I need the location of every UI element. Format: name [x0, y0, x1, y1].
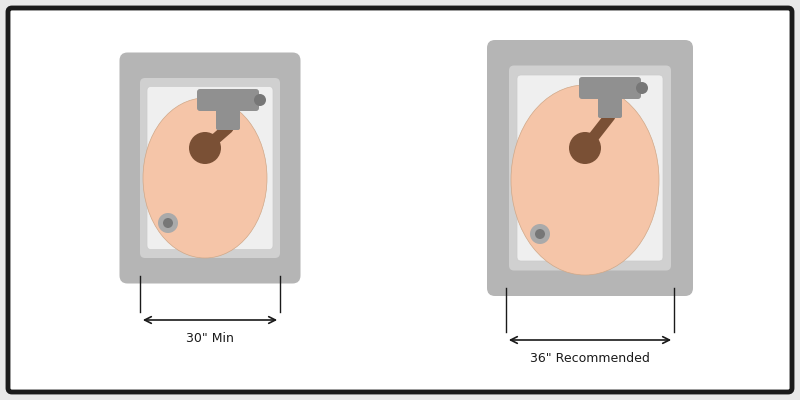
FancyBboxPatch shape — [8, 8, 792, 392]
Circle shape — [569, 132, 601, 164]
FancyBboxPatch shape — [487, 40, 693, 296]
Ellipse shape — [143, 98, 267, 258]
Circle shape — [535, 229, 545, 239]
FancyBboxPatch shape — [216, 104, 240, 130]
FancyBboxPatch shape — [579, 77, 641, 99]
Text: 36" Recommended: 36" Recommended — [525, 216, 645, 228]
Circle shape — [254, 94, 266, 106]
FancyBboxPatch shape — [197, 89, 259, 111]
Text: 36" Recommended: 36" Recommended — [530, 352, 650, 364]
Circle shape — [189, 132, 221, 164]
Circle shape — [163, 218, 173, 228]
FancyBboxPatch shape — [598, 92, 622, 118]
Circle shape — [636, 82, 648, 94]
FancyBboxPatch shape — [140, 78, 280, 258]
Circle shape — [158, 213, 178, 233]
FancyBboxPatch shape — [509, 66, 671, 270]
FancyBboxPatch shape — [147, 86, 273, 250]
FancyBboxPatch shape — [517, 75, 663, 261]
Text: 30" Min: 30" Min — [186, 332, 234, 344]
FancyBboxPatch shape — [119, 52, 301, 284]
Text: 30" Min: 30" Min — [181, 212, 229, 224]
Circle shape — [530, 224, 550, 244]
Ellipse shape — [511, 85, 659, 275]
